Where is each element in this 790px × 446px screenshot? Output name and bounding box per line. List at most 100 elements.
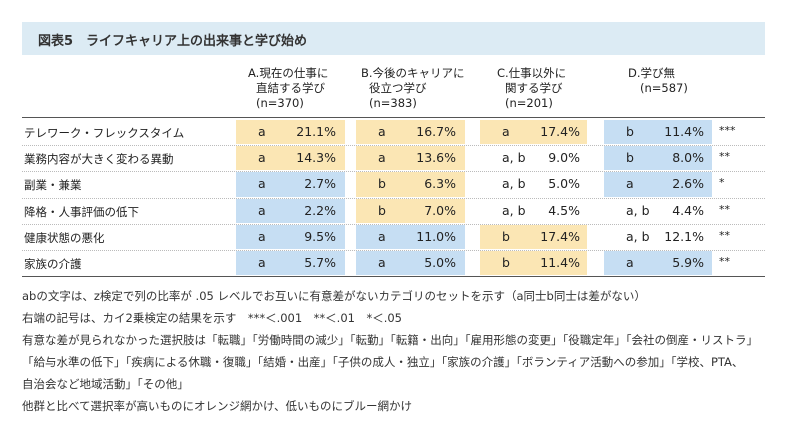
row-label: テレワーク・フレックスタイム [24, 126, 185, 140]
title: 図表5 ライフキャリア上の出来事と学び始め [38, 34, 308, 49]
row-divider [22, 250, 765, 251]
note: 自治会など地域活動」「その他」 [22, 377, 189, 391]
cell-value: 6.3% [424, 176, 456, 192]
note: 「給与水準の低下」「疾病による休職・復職」「結婚・出産」「子供の成人・独立」「家… [22, 355, 744, 369]
cell-value: 11.4% [540, 255, 580, 270]
significance: ** [719, 202, 730, 216]
row-label: 業務内容が大きく変わる異動 [24, 152, 174, 167]
cell-value: 13.6% [416, 150, 456, 166]
column-header: 関する学び [505, 81, 563, 95]
cell-group: b [378, 202, 386, 218]
significance: ** [719, 255, 730, 268]
cell-value: 11.4% [664, 124, 704, 139]
cell-group: b [626, 124, 634, 139]
cell-value: 4.5% [548, 202, 580, 218]
cell-shade [356, 120, 465, 145]
cell-group: b [378, 176, 386, 192]
cell-shade [356, 198, 465, 223]
cell-shade [236, 198, 345, 223]
column-header: C.仕事以外に [497, 66, 567, 80]
column-header: (n=587) [640, 81, 688, 95]
significance: ** [719, 150, 730, 164]
cell-group: a [378, 228, 386, 244]
cell-shade [480, 120, 587, 145]
cell-group: a [378, 150, 386, 166]
column-header: 役立つ学び [369, 81, 427, 95]
cell-shade [604, 146, 712, 171]
note: 他群と比べて選択率が高いものにオレンジ網かけ、低いものにブルー網かけ [22, 399, 412, 413]
cell-shade [356, 251, 465, 276]
cell-value: 17.4% [540, 228, 580, 244]
cell-shade [604, 120, 712, 145]
cell-group: b [626, 150, 634, 166]
cell-group: b [502, 255, 510, 270]
cell-value: 9.5% [304, 228, 336, 244]
cell-group: a [258, 124, 266, 139]
column-header: (n=201) [505, 96, 553, 110]
cell-group: a [378, 124, 386, 139]
cell-value: 21.1% [296, 124, 336, 139]
cell-shade [604, 251, 712, 276]
row-label: 家族の介護 [24, 257, 82, 271]
cell-group: a, b [626, 228, 650, 244]
significance: * [719, 176, 725, 190]
cell-value: 16.7% [416, 124, 456, 139]
column-header: (n=370) [256, 96, 304, 110]
cell-value: 2.2% [304, 202, 336, 218]
title-bar [22, 22, 765, 55]
column-header: B.今後のキャリアに [361, 66, 465, 80]
cell-value: 2.6% [672, 176, 704, 192]
note: abの文字は、z検定で列の比率が .05 レベルでお互いに有意差がないカテゴリの… [22, 289, 646, 303]
row-label: 健康状態の悪化 [24, 230, 105, 245]
cell-group: a, b [502, 202, 526, 218]
cell-group: a [258, 176, 266, 192]
cell-group: b [502, 228, 510, 244]
cell-value: 4.4% [672, 202, 704, 218]
cell-shade [356, 146, 465, 171]
cell-shade [480, 251, 587, 276]
column-header: A.現在の仕事に [248, 66, 329, 80]
cell-value: 2.7% [304, 176, 336, 192]
cell-group: a [258, 255, 266, 270]
row-divider [22, 171, 765, 173]
cell-shade [236, 172, 345, 197]
row-divider [22, 223, 765, 225]
cell-group: a [626, 176, 634, 192]
column-header: 直結する学び [256, 81, 325, 95]
cell-value: 7.0% [424, 202, 456, 218]
cell-value: 14.3% [296, 150, 336, 166]
cell-group: a, b [502, 150, 526, 166]
cell-value: 8.0% [672, 150, 704, 166]
cell-shade [604, 172, 712, 197]
row-label: 副業・兼業 [24, 178, 82, 193]
cell-group: a [502, 124, 510, 139]
cell-value: 5.7% [304, 255, 336, 270]
note: 有意な差が見られなかった選択肢は「転職」「労働時間の減少」「転勤」「転籍・出向」… [22, 333, 758, 347]
cell-shade [356, 224, 465, 249]
cell-value: 17.4% [540, 124, 580, 139]
cell-value: 5.0% [548, 176, 580, 192]
cell-group: a [626, 255, 634, 270]
cell-value: 5.9% [672, 255, 704, 270]
cell-shade [236, 251, 345, 276]
header-rule [22, 117, 765, 118]
bottom-rule [22, 276, 765, 278]
cell-shade [356, 172, 465, 197]
cell-value: 11.0% [416, 228, 456, 244]
cell-shade [480, 224, 587, 249]
column-header: (n=383) [369, 96, 417, 110]
note: 右端の記号は、カイ2乗検定の結果を示す ***＜.001 **＜.01 *＜.0… [22, 311, 402, 325]
cell-shade [236, 224, 345, 249]
cell-value: 12.1% [664, 228, 704, 244]
cell-group: a, b [502, 176, 526, 192]
significance: ** [719, 228, 730, 242]
significance: *** [719, 124, 736, 137]
cell-group: a, b [626, 202, 650, 218]
cell-group: a [378, 255, 386, 270]
cell-shade [236, 146, 345, 171]
cell-value: 9.0% [548, 150, 580, 166]
row-divider [22, 197, 765, 199]
row-label: 降格・人事評価の低下 [24, 204, 139, 219]
cell-group: a [258, 202, 266, 218]
